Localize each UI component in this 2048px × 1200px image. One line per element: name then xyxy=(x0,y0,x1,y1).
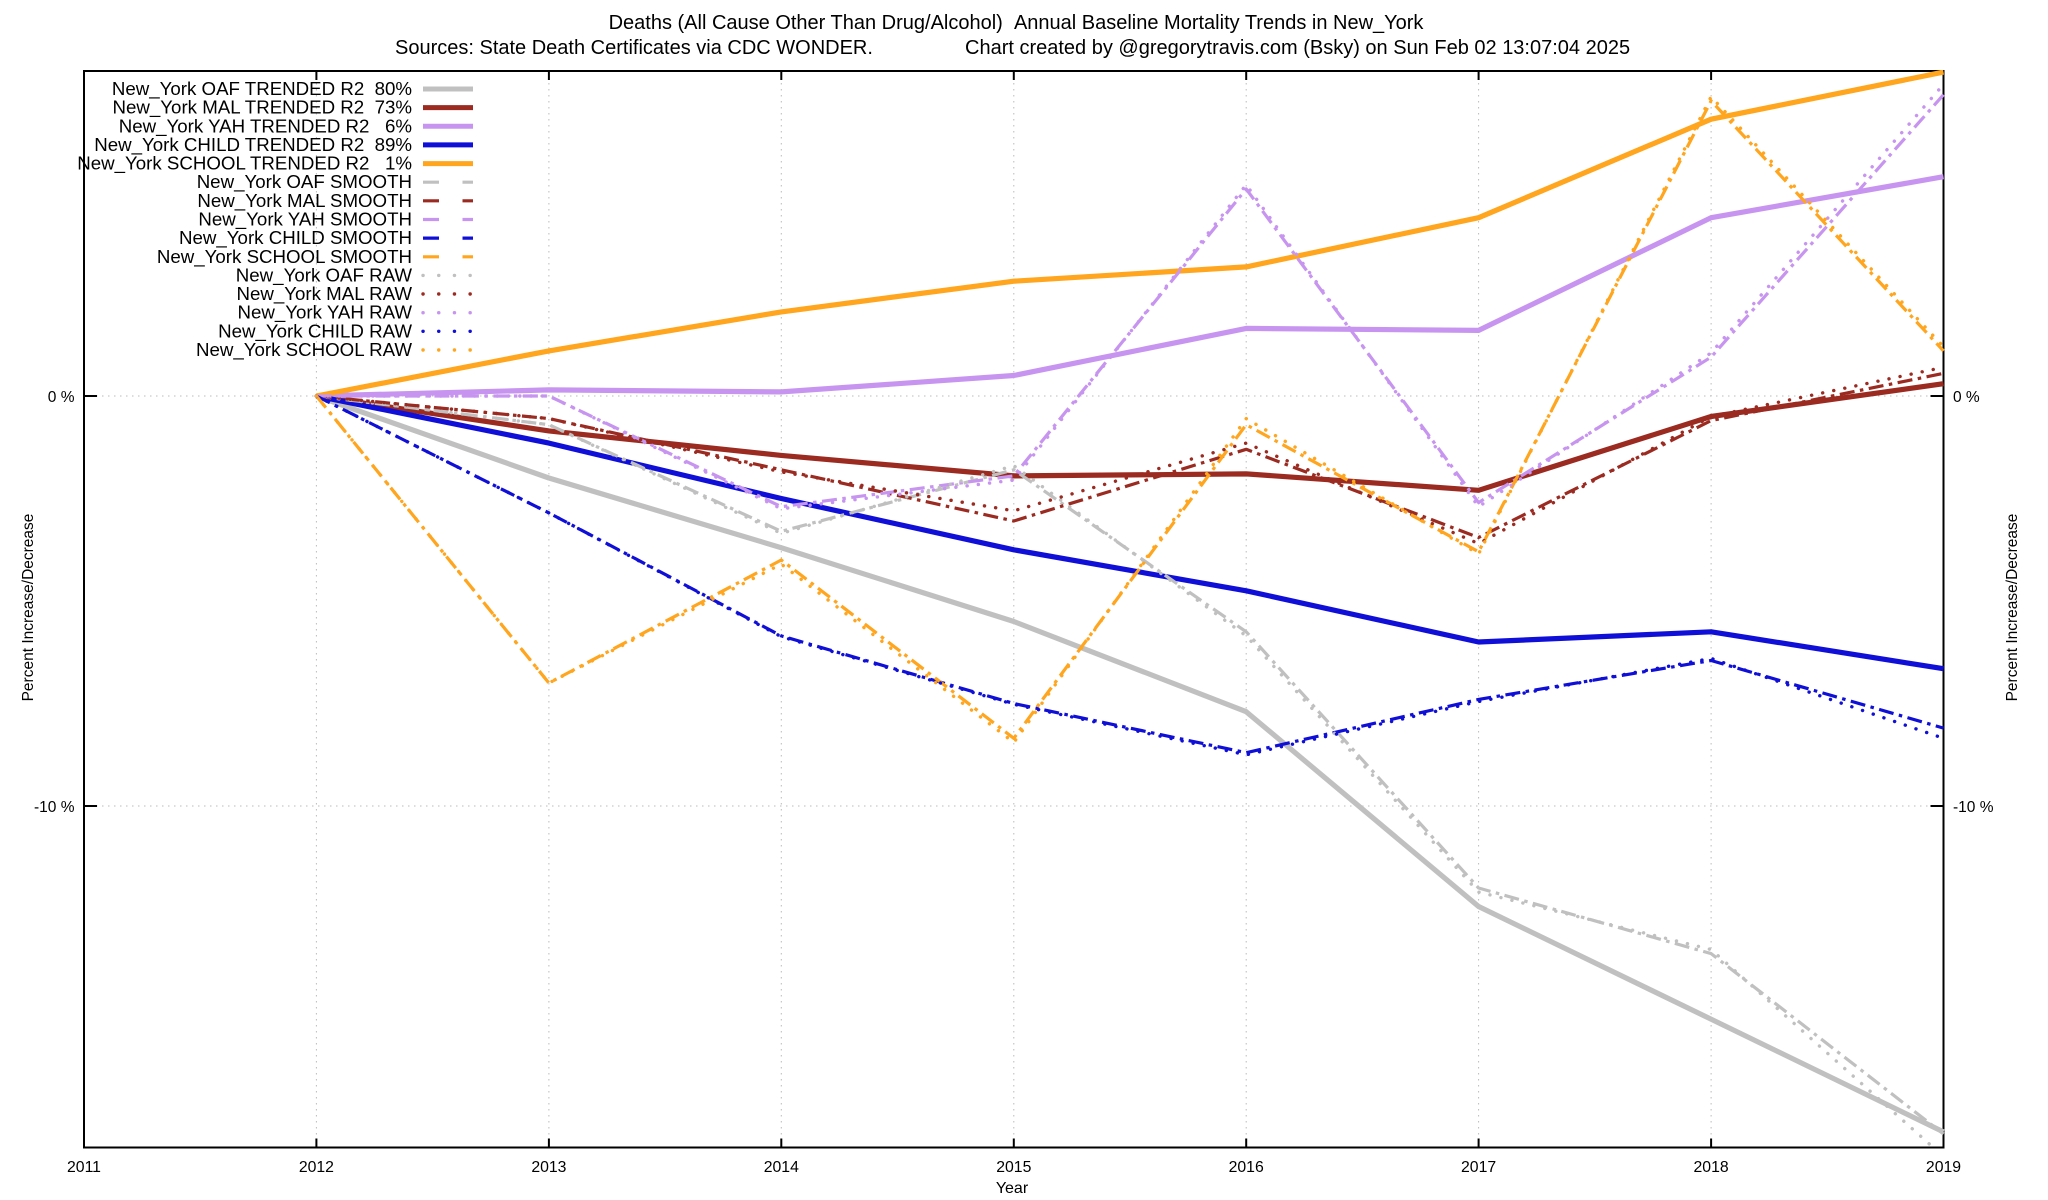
svg-text:2014: 2014 xyxy=(764,1159,799,1176)
svg-text:2013: 2013 xyxy=(531,1159,566,1176)
svg-text:2016: 2016 xyxy=(1229,1159,1264,1176)
svg-text:New_York CHILD RAW: New_York CHILD RAW xyxy=(218,320,412,342)
svg-text:New_York YAH TRENDED R2 6%: New_York YAH TRENDED R2 6% xyxy=(119,115,412,137)
svg-text:New_York SCHOOL SMOOTH: New_York SCHOOL SMOOTH xyxy=(157,246,412,268)
svg-text:2017: 2017 xyxy=(1461,1159,1496,1176)
svg-text:-10 %: -10 % xyxy=(34,799,75,816)
svg-text:Sources: State Death Certifica: Sources: State Death Certificates via CD… xyxy=(395,37,873,59)
svg-text:New_York CHILD TRENDED R2 89%: New_York CHILD TRENDED R2 89% xyxy=(94,134,412,156)
svg-text:Year: Year xyxy=(996,1180,1029,1197)
svg-text:New_York MAL TRENDED R2 73%: New_York MAL TRENDED R2 73% xyxy=(113,97,412,119)
svg-text:2019: 2019 xyxy=(1926,1159,1961,1176)
svg-text:0 %: 0 % xyxy=(48,389,75,406)
svg-text:Chart created by @gregorytravi: Chart created by @gregorytravis.com (Bsk… xyxy=(965,37,1630,59)
svg-text:2012: 2012 xyxy=(299,1159,334,1176)
svg-text:New_York MAL SMOOTH: New_York MAL SMOOTH xyxy=(197,190,412,212)
svg-text:New_York OAF RAW: New_York OAF RAW xyxy=(236,264,413,286)
svg-text:2015: 2015 xyxy=(996,1159,1031,1176)
svg-text:New_York MAL RAW: New_York MAL RAW xyxy=(236,283,412,305)
svg-text:New_York YAH RAW: New_York YAH RAW xyxy=(238,302,413,324)
svg-text:New_York YAH SMOOTH: New_York YAH SMOOTH xyxy=(198,209,412,231)
svg-text:Percent Increase/Decrease: Percent Increase/Decrease xyxy=(20,514,37,702)
svg-text:New_York CHILD SMOOTH: New_York CHILD SMOOTH xyxy=(179,227,412,249)
svg-text:Percent Increase/Decrease: Percent Increase/Decrease xyxy=(2004,514,2021,702)
svg-text:Deaths (All Cause Other Than D: Deaths (All Cause Other Than Drug/Alcoho… xyxy=(609,12,1425,34)
svg-text:New_York OAF TRENDED R2 80%: New_York OAF TRENDED R2 80% xyxy=(112,78,412,100)
svg-text:2018: 2018 xyxy=(1694,1159,1729,1176)
svg-text:2011: 2011 xyxy=(67,1159,101,1176)
svg-text:New_York SCHOOL RAW: New_York SCHOOL RAW xyxy=(196,339,412,361)
svg-text:0 %: 0 % xyxy=(1953,389,1980,406)
svg-text:-10 %: -10 % xyxy=(1953,799,1994,816)
svg-text:New_York OAF SMOOTH: New_York OAF SMOOTH xyxy=(197,171,412,193)
svg-text:New_York SCHOOL TRENDED R2 1: New_York SCHOOL TRENDED R2 1% xyxy=(77,153,412,175)
